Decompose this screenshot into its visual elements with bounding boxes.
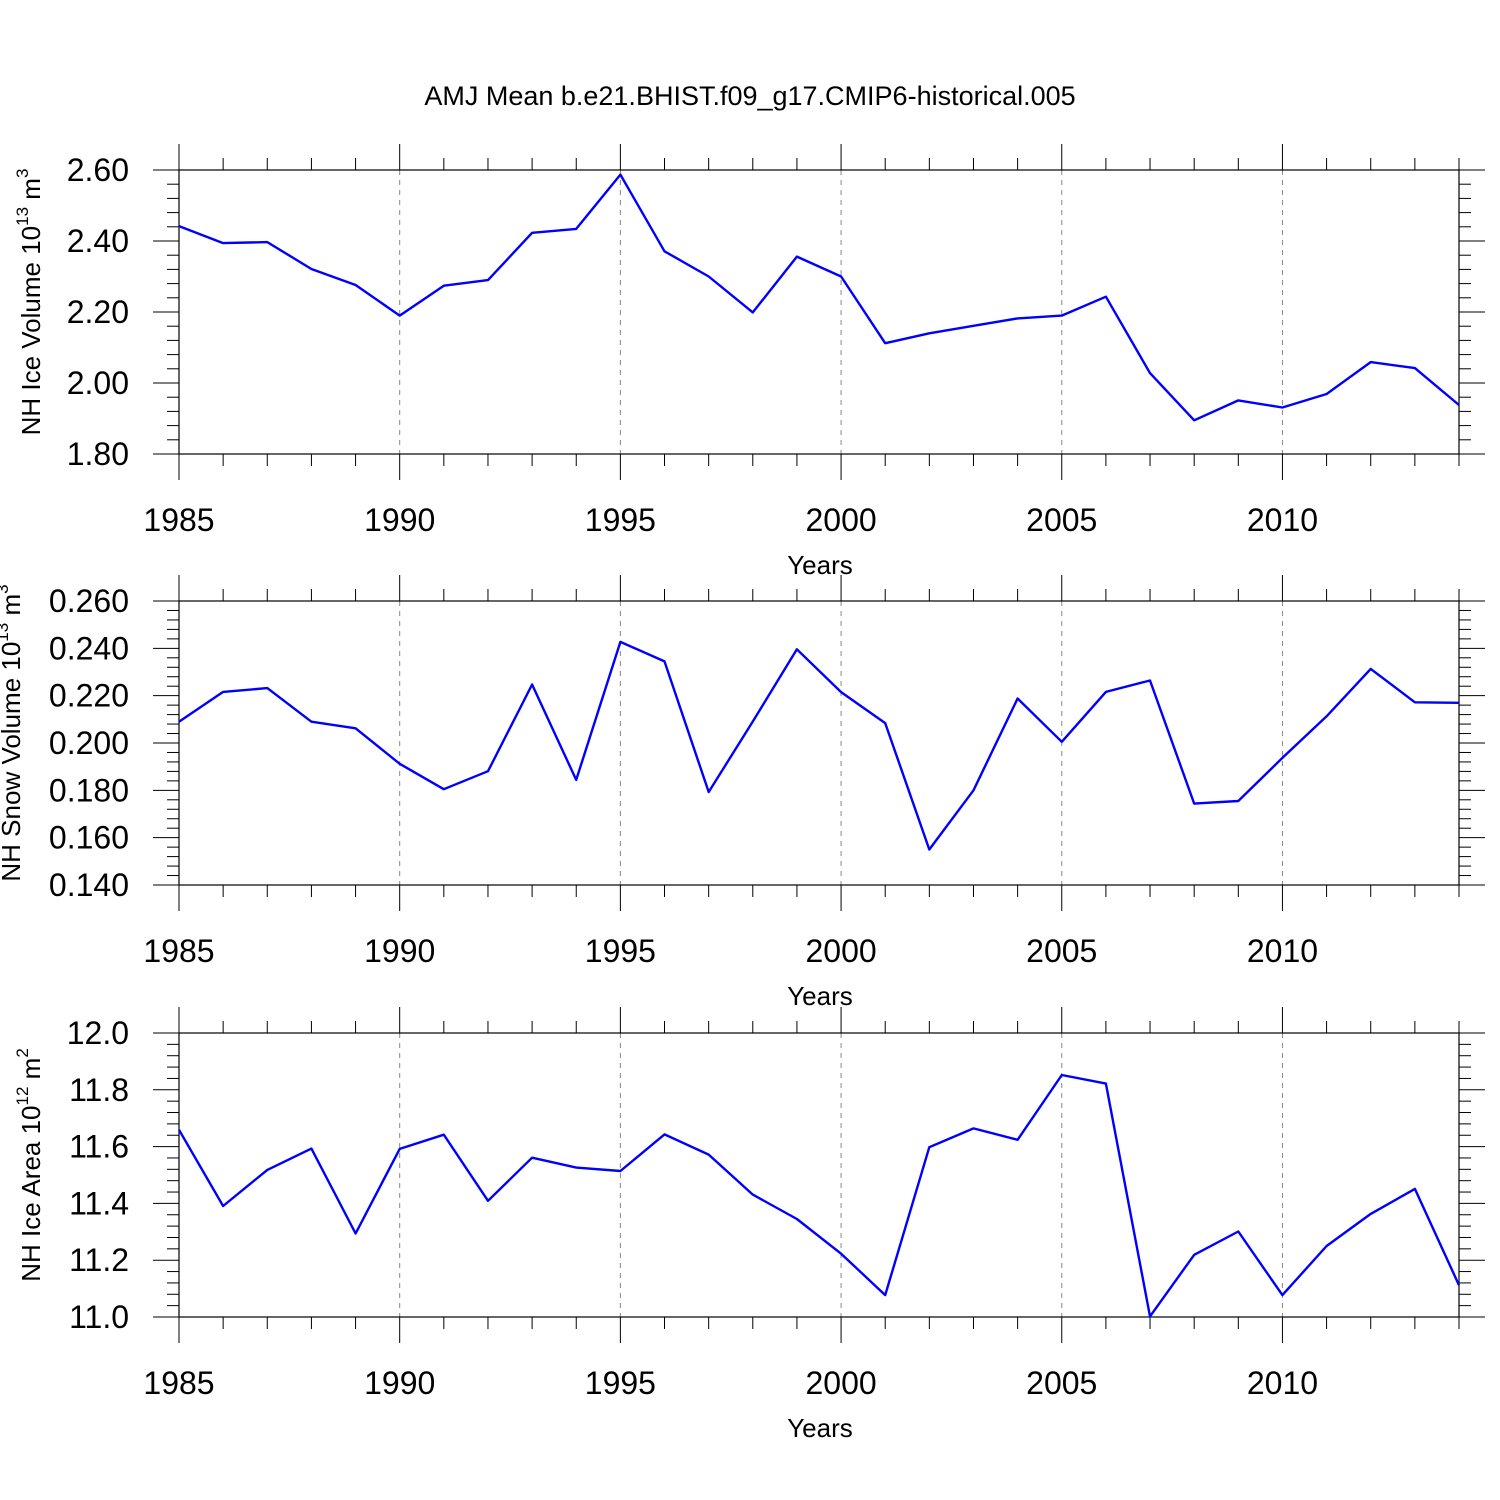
- x-tick-label: 2005: [1026, 1365, 1097, 1401]
- y-tick-label: 0.240: [49, 630, 129, 666]
- x-tick-label: 2000: [805, 1365, 876, 1401]
- y-tick-label: 11.6: [69, 1129, 129, 1165]
- y-axis-label-unit: m: [0, 594, 26, 623]
- y-axis-label-text: NH Snow Volume 10: [0, 642, 26, 882]
- y-axis-label: NH Snow Volume 1013 m3: [0, 584, 26, 881]
- y-axis-label-exponent: 13: [13, 207, 32, 226]
- y-axis-label-exponent: 12: [13, 1087, 32, 1106]
- y-tick-label: 11.0: [69, 1299, 129, 1335]
- y-tick-label: 0.180: [49, 772, 129, 808]
- panel-3: 11.0 11.2 11.4 11.6 11.8 12.0 1985 1990 1995 2000…: [13, 1007, 1485, 1443]
- y-axis-label-unit-exponent: 3: [0, 584, 12, 593]
- x-axis-label: Years: [787, 550, 853, 580]
- x-tick-label: 1990: [364, 1365, 435, 1401]
- x-tick-label: 1985: [143, 1365, 214, 1401]
- panel-1: 1.80 2.00 2.20 2.40 2.60 1985 1990 1995 2000 2005…: [13, 144, 1485, 580]
- y-axis-label-unit: m: [16, 178, 46, 207]
- plot-frame: [178, 169, 1460, 455]
- y-tick-label: 2.60: [67, 152, 129, 188]
- panels: 1.80 2.00 2.20 2.40 2.60 1985 1990 1995 2000 2005…: [0, 144, 1485, 1443]
- y-axis-label-exponent: 13: [0, 623, 12, 642]
- x-tick-label: 1995: [585, 933, 656, 969]
- y-tick-label: 11.8: [69, 1072, 129, 1108]
- y-tick-label: 2.00: [67, 365, 129, 401]
- y-tick-label: 11.4: [69, 1185, 129, 1221]
- y-axis-label-text: NH Ice Area 10: [16, 1105, 46, 1281]
- y-axis-label-unit-exponent: 3: [13, 169, 32, 178]
- y-tick-label: 1.80: [67, 436, 129, 472]
- y-tick-label: 0.140: [49, 867, 129, 903]
- chart-title: AMJ Mean b.e21.BHIST.f09_g17.CMIP6-histo…: [424, 81, 1075, 111]
- x-tick-label: 1985: [143, 502, 214, 538]
- x-tick-label: 2010: [1247, 933, 1318, 969]
- y-tick-label: 0.260: [49, 583, 129, 619]
- y-tick-label: 2.20: [67, 294, 129, 330]
- y-axis-label: NH Ice Area 1012 m2: [13, 1048, 46, 1282]
- x-tick-label: 2010: [1247, 1365, 1318, 1401]
- y-tick-label: 11.2: [69, 1242, 129, 1278]
- series-line: [177, 1073, 1461, 1318]
- y-tick-label: 0.200: [49, 725, 129, 761]
- x-tick-label: 1990: [364, 502, 435, 538]
- plot-frame: [178, 600, 1460, 886]
- x-tick-label: 2000: [805, 502, 876, 538]
- x-tick-label: 2005: [1026, 502, 1097, 538]
- y-tick-label: 12.0: [67, 1015, 129, 1051]
- plot-frame: [178, 1032, 1460, 1318]
- y-tick-label: 2.40: [67, 223, 129, 259]
- y-axis-label: NH Ice Volume 1013 m3: [13, 169, 46, 436]
- y-axis-label-unit: m: [16, 1058, 46, 1087]
- x-axis-label: Years: [787, 1413, 853, 1443]
- x-tick-label: 1990: [364, 933, 435, 969]
- series-line: [178, 640, 1460, 851]
- x-tick-label: 2005: [1026, 933, 1097, 969]
- series-line: [178, 173, 1460, 422]
- panel-2: 0.140 0.160 0.180 0.200 0.220 0.240 0.260 1985 1…: [0, 575, 1485, 1011]
- y-axis-label-text: NH Ice Volume 10: [16, 226, 46, 436]
- x-tick-label: 1985: [143, 933, 214, 969]
- x-tick-label: 1995: [585, 1365, 656, 1401]
- x-axis-label: Years: [787, 981, 853, 1011]
- x-tick-label: 1995: [585, 502, 656, 538]
- x-tick-label: 2000: [805, 933, 876, 969]
- y-tick-label: 0.160: [49, 820, 129, 856]
- y-axis-label-unit-exponent: 2: [13, 1048, 32, 1057]
- y-tick-label: 0.220: [49, 678, 129, 714]
- x-tick-label: 2010: [1247, 502, 1318, 538]
